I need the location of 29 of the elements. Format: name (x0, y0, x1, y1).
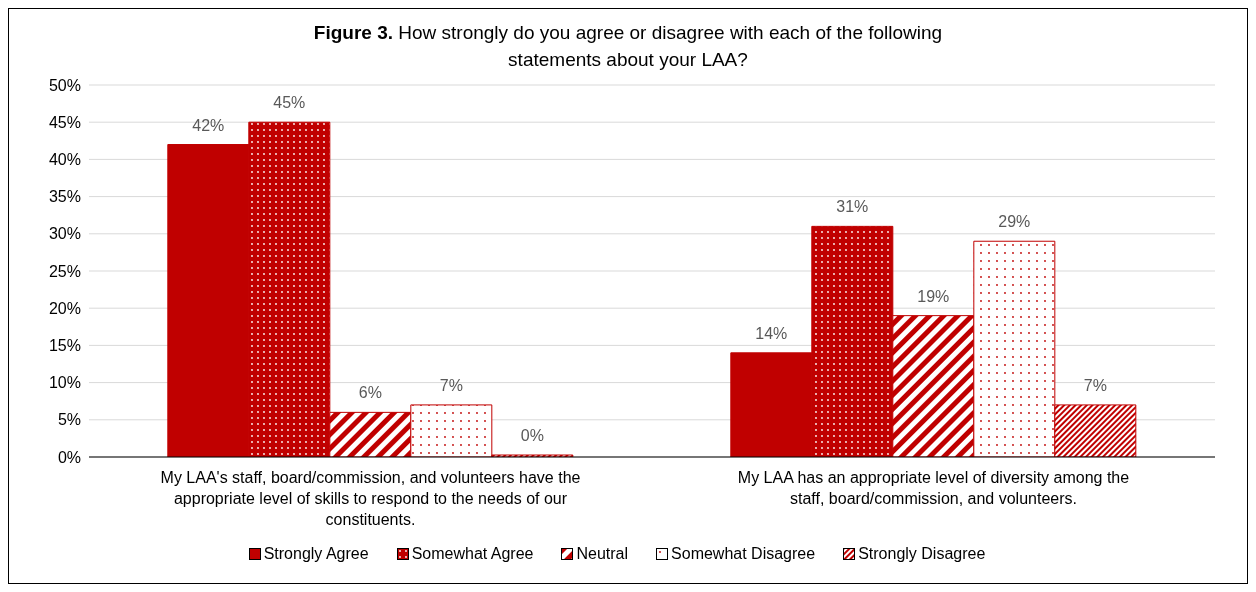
data-label: 7% (1083, 376, 1107, 394)
data-label: 6% (358, 384, 382, 402)
data-label: 19% (917, 287, 950, 305)
data-label: 14% (755, 324, 788, 342)
y-tick-label: 30% (48, 225, 81, 243)
y-tick-label: 20% (48, 299, 81, 317)
y-tick-label: 50% (48, 76, 81, 94)
x-tick-label: My LAA has an appropriate level of diversity among the staff, board/commission, and volunteers. (737, 469, 1130, 507)
x-tick-label: My LAA's staff, board/commission, and volunteers have the appropriate level of skills to respond to the needs of our constituents. (160, 469, 581, 528)
data-label: 0% (520, 427, 544, 444)
legend-label: Somewhat Disagree (671, 545, 816, 563)
legend-label: Neutral (576, 545, 629, 563)
y-tick-label: 10% (48, 374, 81, 392)
y-tick-label: 40% (48, 151, 81, 169)
legend-label: Strongly Disagree (858, 545, 986, 563)
data-label: 45% (273, 94, 306, 112)
y-tick-label: 5% (57, 411, 81, 429)
data-label: 29% (998, 213, 1031, 231)
chart-title: Figure 3. How strongly do you agree or disagree with each of the following statements about your LAA? (312, 21, 944, 72)
data-label: 42% (192, 116, 225, 134)
legend-label: Strongly Agree (263, 545, 369, 563)
y-tick-label: 0% (57, 448, 81, 466)
legend-label: Somewhat Agree (411, 545, 534, 563)
y-tick-label: 15% (48, 337, 81, 355)
data-label: 7% (439, 376, 463, 394)
y-tick-label: 25% (48, 262, 81, 280)
y-tick-label: 35% (48, 188, 81, 206)
data-label: 31% (836, 198, 869, 216)
y-tick-label: 45% (48, 113, 81, 131)
